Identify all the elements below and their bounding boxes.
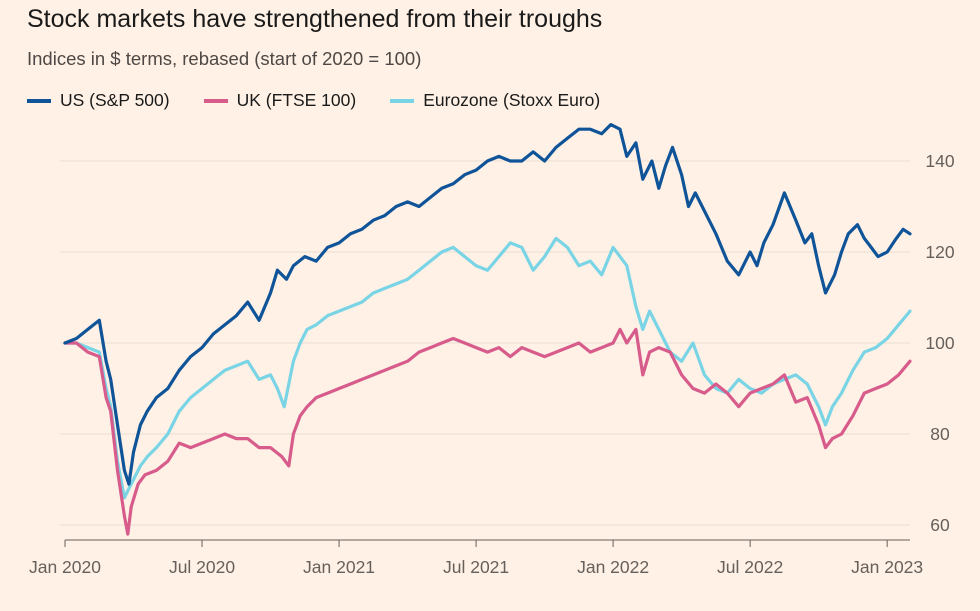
- x-tick-label-3: Jul 2021: [443, 557, 509, 577]
- x-tick-label-5: Jul 2022: [717, 557, 783, 577]
- y-tick-label-100: 100: [925, 333, 954, 353]
- series-line-eurozone-stoxx-euro: [63, 236, 912, 500]
- legend-item-eurozone: Eurozone (Stoxx Euro): [390, 90, 600, 111]
- legend-label-uk: UK (FTSE 100): [236, 90, 357, 110]
- legend-item-us: US (S&P 500): [27, 90, 170, 111]
- legend-swatch-eurozone: [390, 98, 415, 103]
- chart-title: Stock markets have strengthened from the…: [27, 5, 603, 33]
- y-tick-label-80: 80: [930, 424, 950, 444]
- legend-item-uk: UK (FTSE 100): [203, 90, 357, 111]
- x-tick-label-4: Jan 2022: [577, 557, 649, 577]
- series-line-us-s-p-500: [63, 123, 912, 486]
- legend-swatch-us: [27, 98, 51, 103]
- y-tick-label-60: 60: [930, 515, 950, 535]
- legend-swatch-uk: [203, 98, 228, 103]
- x-tick-label-6: Jan 2023: [851, 557, 923, 577]
- y-tick-label-140: 140: [925, 151, 954, 171]
- x-tick-label-0: Jan 2020: [29, 557, 101, 577]
- legend-label-us: US (S&P 500): [60, 90, 170, 110]
- chart-subtitle: Indices in $ terms, rebased (start of 20…: [27, 48, 422, 69]
- x-tick-label-2: Jan 2021: [303, 557, 375, 577]
- series-line-uk-ftse-100: [63, 327, 912, 536]
- y-tick-label-120: 120: [925, 242, 954, 262]
- x-tick-label-1: Jul 2020: [169, 557, 235, 577]
- legend-label-eurozone: Eurozone (Stoxx Euro): [423, 90, 601, 110]
- chart-legend: US (S&P 500) UK (FTSE 100) Eurozone (Sto…: [27, 90, 600, 111]
